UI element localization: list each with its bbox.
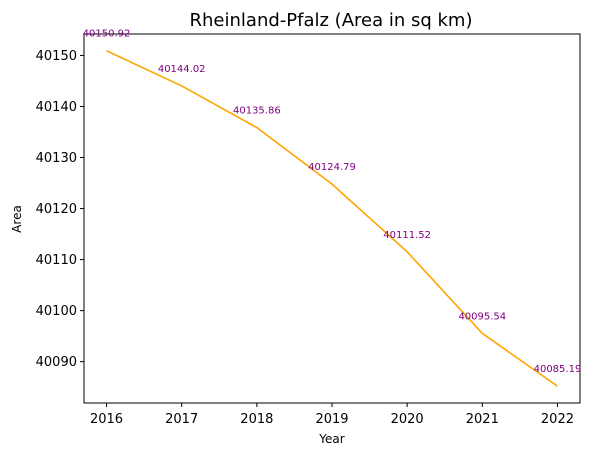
x-tick-label: 2017	[165, 412, 198, 427]
series-area	[106, 50, 558, 387]
y-tick-label: 40100	[36, 304, 77, 319]
data-label: 40085.19	[534, 364, 582, 375]
x-tick-label: 2018	[240, 412, 273, 427]
y-tick-label: 40140	[36, 100, 77, 115]
y-tick-label: 40090	[36, 355, 77, 370]
y-tick-label: 40150	[36, 49, 77, 64]
y-tick-label: 40110	[36, 253, 77, 268]
y-tick-label: 40120	[36, 202, 77, 217]
x-axis-label: Year	[318, 432, 344, 446]
y-tick-label: 40130	[36, 151, 77, 166]
data-label: 40124.79	[308, 162, 356, 173]
data-label: 40111.52	[383, 230, 431, 241]
data-label: 40095.54	[458, 311, 506, 322]
x-tick-label: 2019	[315, 412, 348, 427]
y-axis-label: Area	[10, 205, 24, 233]
plot-frame	[83, 33, 581, 404]
data-label: 40150.92	[83, 29, 131, 40]
data-labels: 40150.92 40144.02 40135.86 40124.79 40111.52…	[83, 29, 582, 375]
series-line	[106, 50, 558, 387]
data-label: 40144.02	[158, 64, 206, 75]
x-axis: 2016 2017 2018 2019 2020 2021 2022	[90, 403, 574, 427]
x-tick-label: 2016	[90, 412, 123, 427]
data-label: 40135.86	[233, 106, 281, 117]
x-tick-label: 2021	[466, 412, 499, 427]
x-tick-label: 2022	[541, 412, 574, 427]
chart-title: Rheinland-Pfalz (Area in sq km)	[190, 10, 473, 31]
x-tick-label: 2020	[391, 412, 424, 427]
y-axis: 40090 40100 40110 40120 40130 40140 40150	[36, 49, 84, 370]
